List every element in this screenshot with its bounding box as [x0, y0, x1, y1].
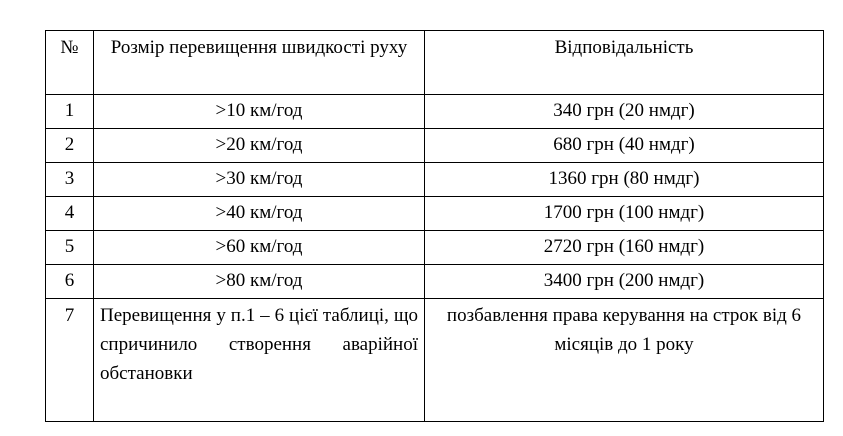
- table-row: 7 Перевищення у п.1 – 6 цієї таблиці, що…: [45, 298, 824, 422]
- table-header-row: № Розмір перевищення швидкості руху Відп…: [45, 30, 824, 95]
- table-row: 2 >20 км/год 680 грн (40 нмдг): [45, 128, 824, 163]
- row-excess: >80 км/год: [93, 264, 425, 299]
- row-number: 3: [45, 162, 94, 197]
- row-liability: 1700 грн (100 нмдг): [424, 196, 824, 231]
- row-excess: >10 км/год: [93, 94, 425, 129]
- row-excess: >40 км/год: [93, 196, 425, 231]
- row-number: 2: [45, 128, 94, 163]
- speeding-liability-table: № Розмір перевищення швидкості руху Відп…: [45, 30, 824, 422]
- row-number: 5: [45, 230, 94, 265]
- row-number: 6: [45, 264, 94, 299]
- header-number: №: [45, 30, 94, 95]
- table-row: 1 >10 км/год 340 грн (20 нмдг): [45, 94, 824, 129]
- row-number: 7: [45, 298, 94, 422]
- table-row: 4 >40 км/год 1700 грн (100 нмдг): [45, 196, 824, 231]
- row-liability: позбавлення права керування на строк від…: [424, 298, 824, 422]
- header-excess: Розмір перевищення швидкості руху: [93, 30, 425, 95]
- row-liability: 2720 грн (160 нмдг): [424, 230, 824, 265]
- table-row: 3 >30 км/год 1360 грн (80 нмдг): [45, 162, 824, 197]
- header-liability: Відповідальність: [424, 30, 824, 95]
- row-liability: 680 грн (40 нмдг): [424, 128, 824, 163]
- row-liability: 1360 грн (80 нмдг): [424, 162, 824, 197]
- row-liability: 340 грн (20 нмдг): [424, 94, 824, 129]
- row-excess: Перевищення у п.1 – 6 цієї таблиці, що с…: [93, 298, 425, 422]
- row-number: 4: [45, 196, 94, 231]
- row-excess: >20 км/год: [93, 128, 425, 163]
- table-row: 6 >80 км/год 3400 грн (200 нмдг): [45, 264, 824, 299]
- table-row: 5 >60 км/год 2720 грн (160 нмдг): [45, 230, 824, 265]
- row-excess: >60 км/год: [93, 230, 425, 265]
- row-number: 1: [45, 94, 94, 129]
- row-liability: 3400 грн (200 нмдг): [424, 264, 824, 299]
- row-excess: >30 км/год: [93, 162, 425, 197]
